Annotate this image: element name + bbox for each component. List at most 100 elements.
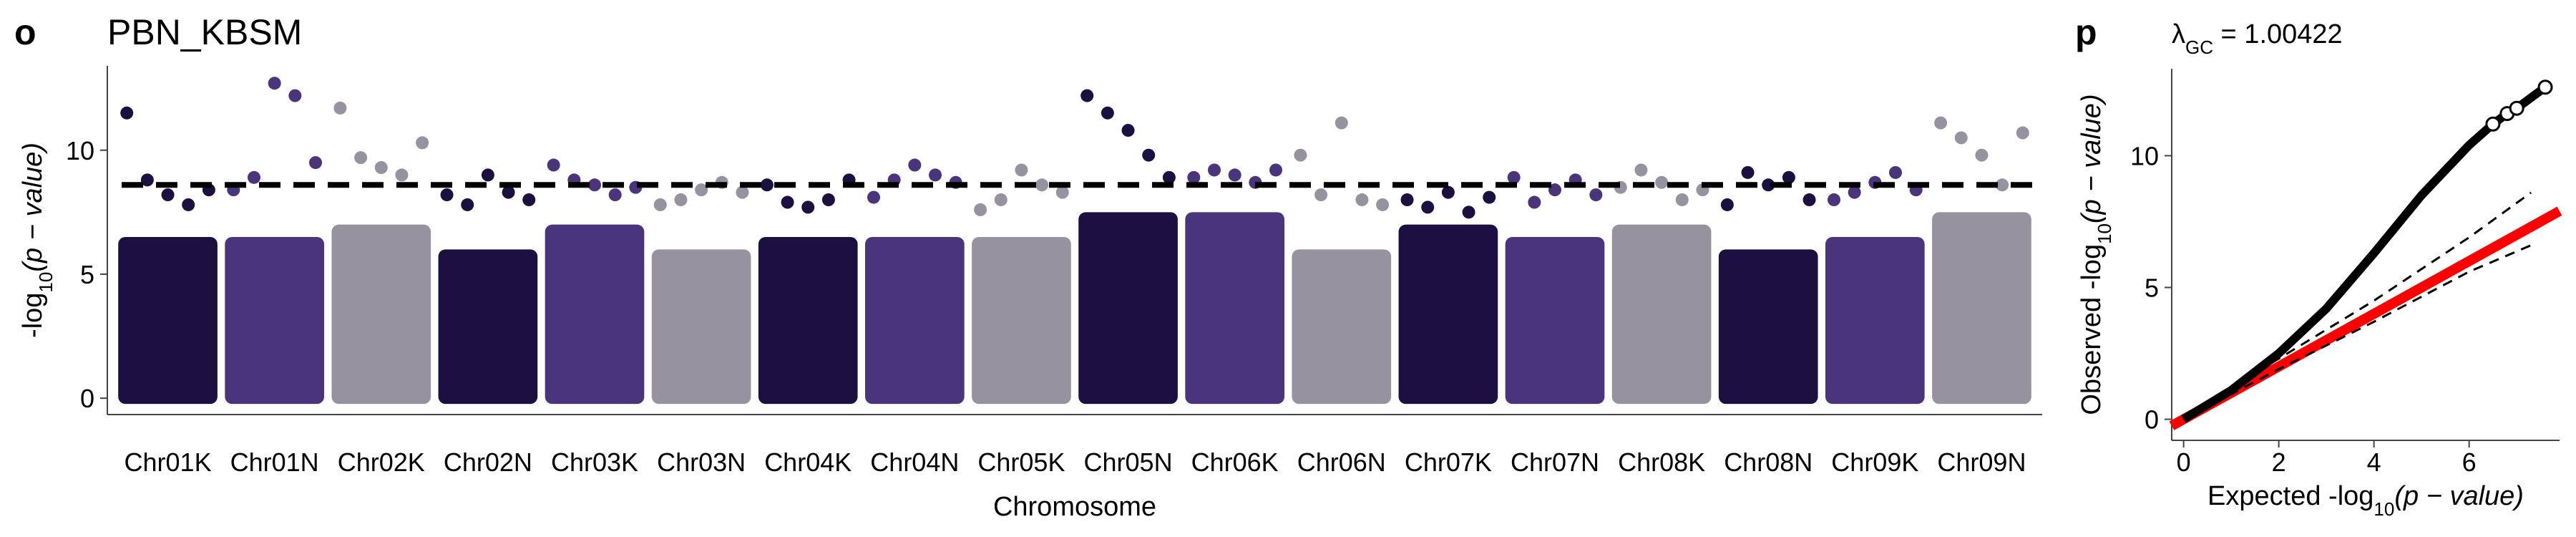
top-hit	[1741, 165, 1755, 179]
point-cloud	[1398, 224, 1498, 405]
label-part: (p − value)	[2394, 481, 2524, 511]
x-tick-label: 4	[2367, 448, 2381, 477]
x-tick-label: Chr07K	[1405, 448, 1492, 477]
top-hit	[1294, 148, 1307, 162]
label-part: Observed -log	[2077, 244, 2107, 415]
top-hit	[1782, 170, 1795, 184]
observed-point	[2485, 116, 2501, 132]
top-hit	[374, 161, 388, 175]
x-tick-label: Chr09K	[1831, 448, 1918, 477]
top-hit	[395, 168, 409, 182]
top-hit	[1720, 198, 1734, 211]
top-hit	[1035, 178, 1049, 192]
x-tick-label: Chr07N	[1511, 448, 1599, 477]
top-hit	[416, 136, 429, 150]
top-hit	[801, 200, 815, 214]
x-tick-label: Chr01N	[230, 448, 319, 477]
y-tick-label: 0	[80, 384, 94, 413]
label-part: 10	[2094, 223, 2115, 244]
x-tick-label: 2	[2272, 448, 2286, 477]
top-hit	[1421, 200, 1435, 214]
top-hit	[354, 151, 368, 165]
x-tick-label: Chr06K	[1191, 448, 1279, 477]
label-part: (p − value)	[18, 142, 48, 272]
label-part: 10	[35, 272, 57, 293]
top-hit	[1187, 170, 1201, 184]
top-hit	[867, 190, 880, 204]
top-hit	[1548, 183, 1561, 197]
top-hit	[461, 198, 474, 211]
x-tick-label: Chr04N	[870, 448, 959, 477]
top-hit	[1462, 205, 1475, 219]
point-cloud	[438, 249, 538, 405]
x-tick-label: Chr09N	[1937, 448, 2026, 477]
point-cloud	[1718, 249, 1818, 405]
top-hit	[1376, 198, 1390, 211]
top-hit	[781, 195, 794, 209]
top-hit	[1655, 175, 1669, 189]
x-tick-label: Chr06N	[1297, 448, 1386, 477]
top-hit	[994, 193, 1008, 207]
top-hit	[522, 193, 536, 207]
x-tick-label: Chr02N	[444, 448, 532, 477]
top-hit	[1589, 188, 1603, 202]
top-hit	[821, 193, 835, 207]
point-cloud	[1078, 212, 1178, 405]
top-hit	[1934, 116, 1948, 130]
x-tick-label: Chr05K	[977, 448, 1065, 477]
top-hit	[1314, 188, 1328, 202]
y-tick-label: 5	[2145, 274, 2159, 303]
top-hit	[653, 198, 667, 211]
y-axis-label: Observed -log10(p − value)	[2077, 94, 2115, 415]
top-hit	[481, 168, 494, 182]
point-cloud	[1932, 212, 2031, 405]
top-hit	[1848, 185, 1861, 199]
point-cloud	[331, 224, 431, 405]
x-tick-label: Chr03K	[551, 448, 638, 477]
point-cloud	[118, 236, 218, 405]
point-cloud	[864, 236, 965, 405]
top-hit	[1121, 124, 1135, 137]
x-tick-label: Chr01K	[125, 448, 212, 477]
top-hit	[502, 185, 515, 199]
top-hit	[1269, 163, 1283, 177]
x-tick-label: Chr05N	[1084, 448, 1173, 477]
top-hit	[588, 178, 601, 192]
point-cloud	[1825, 236, 1925, 405]
top-hit	[2016, 126, 2029, 140]
top-hit	[1827, 193, 1840, 207]
confidence-bound	[2182, 244, 2532, 420]
top-hit	[1055, 185, 1069, 199]
top-hit	[1528, 195, 1541, 209]
x-tick-label: Chr03N	[657, 448, 746, 477]
panel-label: o	[14, 12, 36, 52]
panel-label: p	[2075, 12, 2097, 52]
top-hit	[974, 203, 987, 216]
label-part: = 1.00422	[2213, 19, 2343, 49]
point-cloud	[1185, 212, 1285, 405]
top-hit	[1400, 193, 1414, 207]
label-part: λ	[2172, 19, 2185, 49]
x-axis-label: Chromosome	[993, 492, 1156, 522]
top-hit	[695, 183, 708, 197]
top-hit	[1889, 165, 1903, 179]
top-hit	[1101, 106, 1114, 120]
top-hit	[1228, 168, 1241, 182]
top-hit	[161, 188, 175, 202]
top-hit	[333, 101, 347, 115]
y-tick-label: 10	[2130, 141, 2159, 170]
observed-point	[2509, 100, 2524, 116]
top-hit	[182, 198, 195, 211]
point-cloud	[1611, 224, 1712, 405]
x-tick-label: Chr08N	[1724, 448, 1813, 477]
y-axis-label: -log10(p − value)	[18, 142, 57, 338]
point-cloud	[758, 236, 858, 405]
top-hit	[1954, 131, 1968, 145]
top-hit	[1162, 170, 1176, 184]
top-hit	[1080, 89, 1094, 102]
top-hit	[547, 158, 560, 172]
point-cloud	[225, 236, 325, 405]
x-tick-label: Chr02K	[338, 448, 425, 477]
top-hit	[268, 77, 281, 90]
